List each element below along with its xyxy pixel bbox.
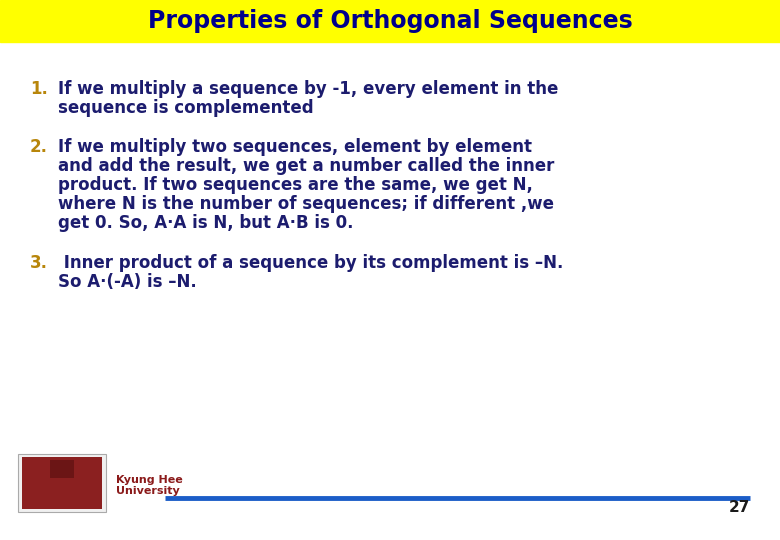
Text: sequence is complemented: sequence is complemented bbox=[58, 99, 314, 117]
FancyBboxPatch shape bbox=[18, 454, 106, 512]
Text: get 0. So, A·A is N, but A·B is 0.: get 0. So, A·A is N, but A·B is 0. bbox=[58, 214, 353, 232]
Text: So A·(-A) is –N.: So A·(-A) is –N. bbox=[58, 273, 197, 291]
Text: 27: 27 bbox=[729, 500, 750, 515]
Text: 1.: 1. bbox=[30, 80, 48, 98]
Text: and add the result, we get a number called the inner: and add the result, we get a number call… bbox=[58, 157, 555, 175]
Text: product. If two sequences are the same, we get N,: product. If two sequences are the same, … bbox=[58, 176, 533, 194]
Text: 2.: 2. bbox=[30, 138, 48, 156]
FancyBboxPatch shape bbox=[50, 460, 74, 478]
Text: Inner product of a sequence by its complement is –N.: Inner product of a sequence by its compl… bbox=[58, 254, 563, 272]
Text: Properties of Orthogonal Sequences: Properties of Orthogonal Sequences bbox=[147, 9, 633, 33]
FancyBboxPatch shape bbox=[0, 0, 780, 42]
Text: If we multiply two sequences, element by element: If we multiply two sequences, element by… bbox=[58, 138, 532, 156]
Text: 3.: 3. bbox=[30, 254, 48, 272]
Text: where N is the number of sequences; if different ,we: where N is the number of sequences; if d… bbox=[58, 195, 554, 213]
Text: University: University bbox=[116, 486, 179, 496]
Text: Kyung Hee: Kyung Hee bbox=[116, 475, 183, 485]
FancyBboxPatch shape bbox=[22, 457, 102, 509]
Text: If we multiply a sequence by -1, every element in the: If we multiply a sequence by -1, every e… bbox=[58, 80, 558, 98]
